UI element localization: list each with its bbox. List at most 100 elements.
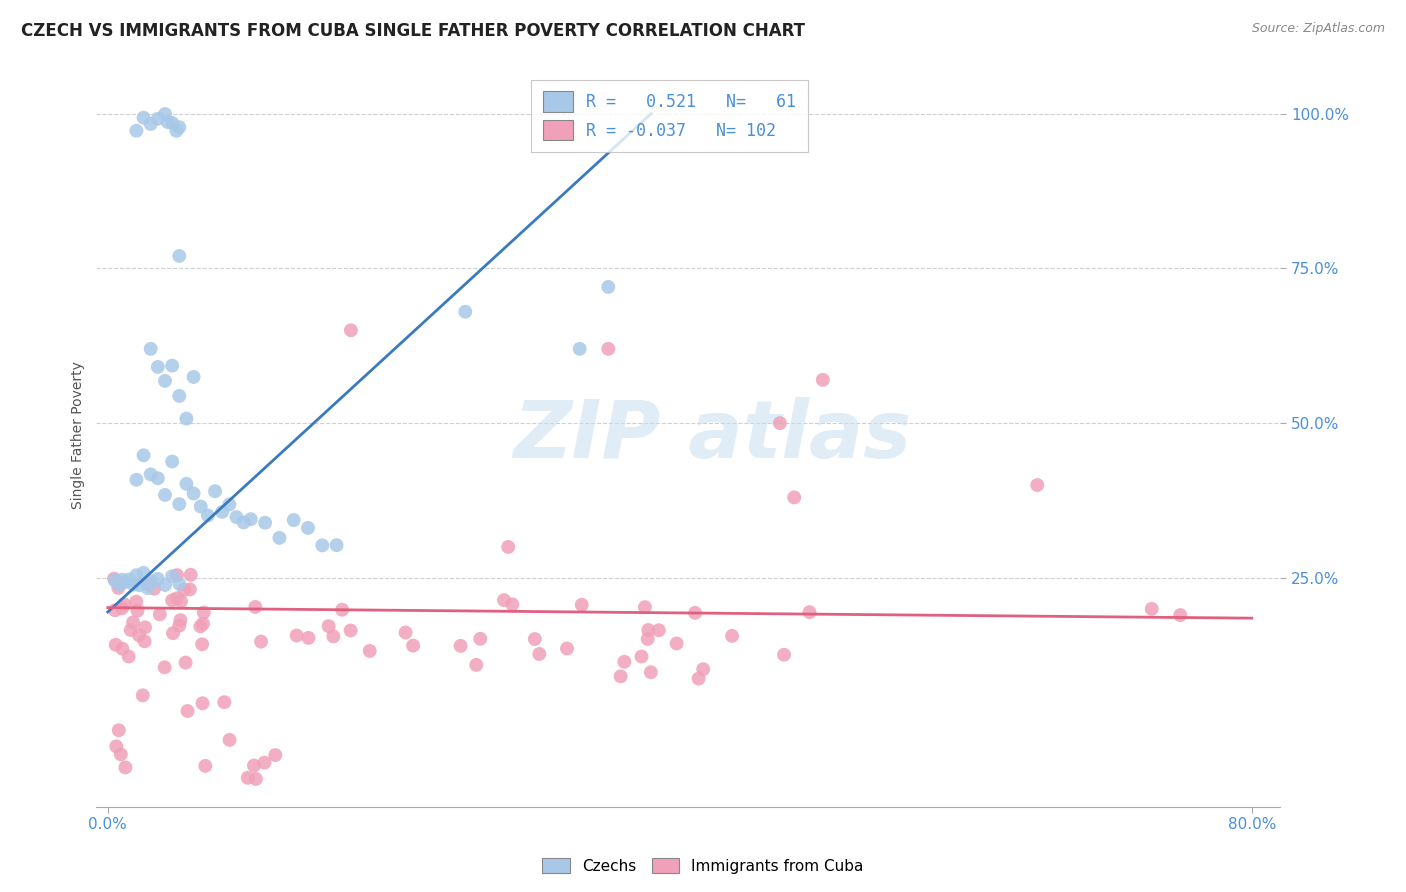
Point: [125, 124, 148, 138]
Point: [114, 575, 136, 590]
Point: [394, 625, 416, 640]
Point: [568, 342, 591, 356]
Point: [245, 599, 267, 614]
Point: [153, 374, 176, 388]
Point: [169, 613, 191, 627]
Point: [311, 538, 333, 552]
Point: [465, 657, 488, 672]
Point: [176, 411, 198, 425]
Point: [153, 107, 176, 121]
Point: [193, 606, 215, 620]
Point: [692, 662, 714, 676]
Point: [450, 639, 472, 653]
Point: [245, 772, 267, 786]
Point: [769, 416, 792, 430]
Point: [340, 323, 363, 337]
Point: [162, 626, 184, 640]
Point: [218, 733, 240, 747]
Point: [318, 619, 340, 633]
Point: [128, 628, 150, 642]
Point: [285, 628, 308, 642]
Point: [146, 112, 169, 126]
Point: [173, 582, 195, 597]
Point: [139, 574, 162, 588]
Point: [132, 689, 155, 703]
Point: [571, 598, 593, 612]
Point: [402, 639, 425, 653]
Point: [637, 623, 659, 637]
Point: [118, 573, 141, 587]
Point: [721, 629, 744, 643]
Point: [470, 632, 492, 646]
Point: [253, 756, 276, 770]
Point: [170, 594, 193, 608]
Point: [183, 370, 205, 384]
Point: [243, 758, 266, 772]
Point: [111, 601, 134, 615]
Point: [136, 577, 159, 591]
Point: [339, 624, 361, 638]
Point: [160, 359, 183, 373]
Point: [153, 488, 176, 502]
Point: [190, 619, 212, 633]
Point: [183, 486, 205, 500]
Text: Source: ZipAtlas.com: Source: ZipAtlas.com: [1251, 22, 1385, 36]
Point: [494, 593, 516, 607]
Point: [250, 634, 273, 648]
Point: [239, 512, 262, 526]
Point: [149, 607, 172, 622]
Point: [359, 644, 381, 658]
Point: [496, 540, 519, 554]
Point: [501, 598, 523, 612]
Point: [174, 656, 197, 670]
Point: [297, 521, 319, 535]
Point: [665, 636, 688, 650]
Point: [134, 634, 156, 648]
Point: [153, 578, 176, 592]
Legend: Czechs, Immigrants from Cuba: Czechs, Immigrants from Cuba: [536, 852, 870, 880]
Point: [634, 600, 657, 615]
Point: [143, 582, 166, 596]
Point: [169, 577, 191, 591]
Point: [125, 568, 148, 582]
Point: [330, 603, 353, 617]
Point: [180, 567, 202, 582]
Point: [204, 484, 226, 499]
Point: [1168, 608, 1191, 623]
Point: [176, 704, 198, 718]
Point: [160, 116, 183, 130]
Point: [225, 510, 247, 524]
Point: [783, 491, 806, 505]
Point: [104, 638, 127, 652]
Point: [598, 280, 620, 294]
Point: [136, 581, 159, 595]
Point: [139, 467, 162, 482]
Point: [232, 516, 254, 530]
Point: [211, 505, 233, 519]
Point: [191, 616, 214, 631]
Point: [179, 582, 201, 597]
Point: [134, 620, 156, 634]
Point: [609, 669, 631, 683]
Point: [118, 649, 141, 664]
Point: [127, 604, 149, 618]
Point: [683, 606, 706, 620]
Point: [122, 615, 145, 630]
Point: [160, 569, 183, 583]
Legend: R =   0.521   N=   61, R = -0.037   N= 102: R = 0.521 N= 61, R = -0.037 N= 102: [531, 79, 807, 153]
Point: [122, 577, 145, 591]
Point: [169, 618, 191, 632]
Point: [169, 389, 191, 403]
Point: [297, 631, 319, 645]
Point: [125, 473, 148, 487]
Point: [529, 647, 551, 661]
Point: [111, 573, 134, 587]
Point: [322, 630, 344, 644]
Point: [125, 594, 148, 608]
Point: [132, 566, 155, 580]
Point: [111, 641, 134, 656]
Point: [107, 723, 129, 738]
Point: [139, 342, 162, 356]
Point: [688, 672, 710, 686]
Point: [153, 660, 176, 674]
